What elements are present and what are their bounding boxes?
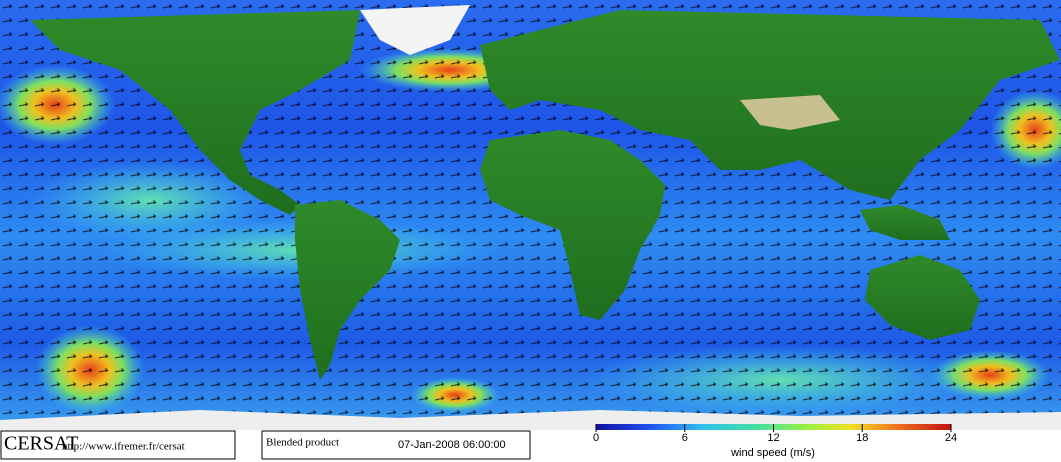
footer: CERSAT http://www.ifremer.fr/cersat Blen… — [0, 424, 1061, 462]
colorbar-label: wind speed (m/s) — [730, 447, 815, 459]
url: http://www.ifremer.fr/cersat — [62, 441, 185, 453]
product-box — [261, 430, 531, 460]
colorbar-tick-label: 0 — [593, 432, 599, 444]
colorbar-tick-label: 6 — [682, 432, 688, 444]
logo-box — [0, 430, 236, 460]
colorbar-tick-label: 12 — [767, 432, 779, 444]
datetime: 07-Jan-2008 06:00:00 — [398, 439, 506, 451]
colorbar-tick-label: 24 — [945, 432, 957, 444]
product: Blended product — [266, 437, 339, 449]
colorbar-tick-label: 18 — [856, 432, 868, 444]
logo: CERSAT — [4, 433, 78, 455]
land-masses — [0, 5, 1061, 430]
